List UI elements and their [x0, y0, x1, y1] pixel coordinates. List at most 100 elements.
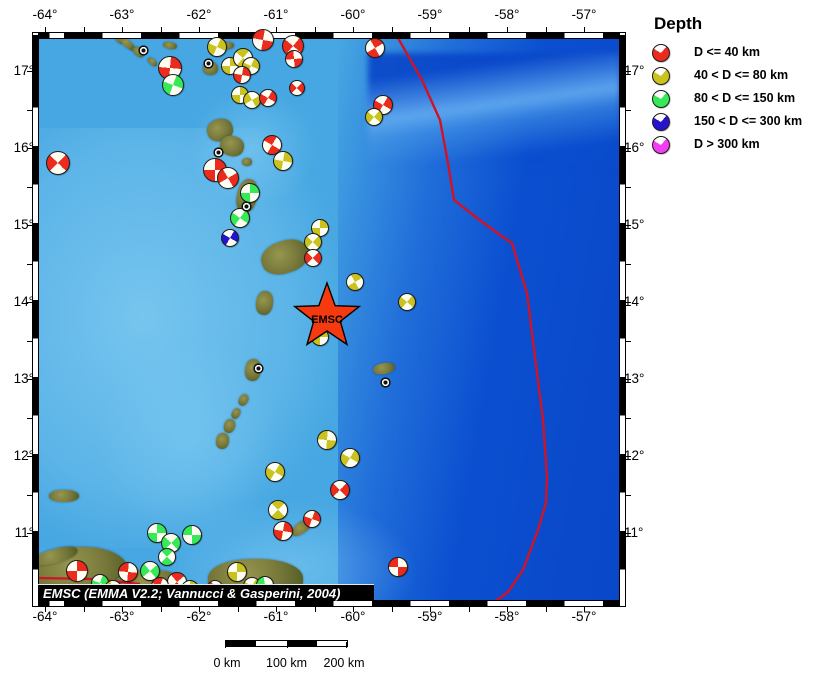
- frame-tick: [626, 225, 631, 226]
- frame-tick: [276, 607, 277, 612]
- ocean-light-west: [38, 128, 338, 548]
- frame-tick: [27, 225, 32, 226]
- frame-tick: [27, 494, 32, 496]
- attribution-badge: EMSC (EMMA V2.2; Vannucci & Gasperini, 2…: [38, 584, 374, 601]
- scale-tick: [286, 642, 288, 648]
- axis-label-top: -64°: [32, 7, 58, 22]
- frame-tick: [27, 456, 32, 457]
- frame-tick: [430, 607, 431, 612]
- frame-tick: [626, 533, 631, 534]
- frame-tick: [626, 186, 631, 188]
- legend-item: D > 300 km: [648, 134, 760, 157]
- frame-tick: [27, 302, 32, 303]
- scale-tick: [225, 642, 226, 648]
- frame-tick: [468, 27, 470, 32]
- axis-label-bottom: -60°: [340, 609, 366, 624]
- axis-label-top: -61°: [263, 7, 289, 22]
- legend-beachball-icon: [652, 136, 670, 154]
- scale-tick: [346, 642, 347, 648]
- legend-beachball-icon: [652, 113, 670, 131]
- frame-tick: [237, 607, 239, 612]
- frame-tick: [626, 494, 631, 496]
- frame-tick: [391, 607, 393, 612]
- frame-tick: [122, 607, 123, 612]
- map-canvas: [38, 38, 620, 601]
- axis-label-right: 15°: [624, 217, 645, 232]
- axis-label-bottom: -57°: [571, 609, 597, 624]
- axis-label-bottom: -61°: [263, 609, 289, 624]
- scale-label: 200 km: [323, 656, 365, 670]
- frame-tick: [27, 148, 32, 149]
- frame-tick: [507, 27, 508, 32]
- frame-tick: [626, 302, 631, 303]
- depth-legend: Depth D <= 40 km 40 < D <= 80 km 80 < D <=…: [648, 14, 802, 157]
- legend-item-label: D <= 40 km: [694, 45, 761, 59]
- axis-label-right: 11°: [624, 525, 644, 540]
- legend-item: 150 < D <= 300 km: [648, 111, 802, 134]
- axis-label-bottom: -63°: [109, 609, 135, 624]
- frame-tick: [45, 27, 46, 32]
- legend-items: D <= 40 km 40 < D <= 80 km 80 < D <= 150 k…: [648, 42, 802, 157]
- island: [242, 158, 252, 166]
- axis-label-right: 17°: [624, 63, 645, 78]
- frame-tick: [27, 186, 32, 188]
- frame-tick: [626, 263, 631, 265]
- scale-label: 100 km: [266, 656, 307, 670]
- axis-label-left: 12°: [13, 448, 34, 463]
- legend-item-label: D > 300 km: [694, 137, 760, 151]
- axis-label-right: 13°: [624, 371, 645, 386]
- frame-tick: [626, 379, 631, 380]
- ocean-abyssal-band: [368, 53, 620, 168]
- axis-label-top: -58°: [494, 7, 520, 22]
- axis-label-left: 11°: [14, 525, 34, 540]
- map-scale-bar: 0 km 100 km 200 km: [213, 640, 365, 670]
- island: [49, 490, 79, 502]
- frame-tick: [468, 607, 470, 612]
- frame-tick: [626, 148, 631, 149]
- axis-label-top: -60°: [340, 7, 366, 22]
- frame-tick: [45, 607, 46, 612]
- frame-tick: [199, 27, 200, 32]
- legend-item-label: 150 < D <= 300 km: [694, 114, 803, 128]
- frame-tick: [199, 607, 200, 612]
- frame-tick: [626, 71, 631, 72]
- axis-label-top: -57°: [571, 7, 597, 22]
- frame-tick: [27, 379, 32, 380]
- map-frame-top: [32, 32, 626, 39]
- island: [222, 41, 234, 49]
- frame-tick: [27, 109, 32, 111]
- frame-tick: [353, 607, 354, 612]
- scale-label: 0 km: [213, 656, 241, 670]
- frame-tick: [27, 417, 32, 419]
- legend-item: 80 < D <= 150 km: [648, 88, 795, 111]
- axis-label-bottom: -59°: [417, 609, 443, 624]
- frame-tick: [430, 27, 431, 32]
- frame-tick: [545, 607, 547, 612]
- legend-item: 40 < D <= 80 km: [648, 65, 788, 88]
- legend-beachball-icon: [652, 67, 670, 85]
- axis-label-left: 17°: [13, 63, 34, 78]
- axis-label-left: 16°: [13, 140, 34, 155]
- legend-item-label: 40 < D <= 80 km: [694, 68, 789, 82]
- frame-tick: [27, 71, 32, 72]
- map-frame-left: [32, 32, 39, 607]
- frame-tick: [626, 456, 631, 457]
- frame-tick: [626, 417, 631, 419]
- axis-label-top: -63°: [109, 7, 135, 22]
- scale-segment: [226, 641, 257, 646]
- frame-tick: [160, 27, 162, 32]
- frame-tick: [237, 27, 239, 32]
- frame-tick: [27, 533, 32, 534]
- axis-label-right: 14°: [624, 294, 645, 309]
- frame-tick: [314, 607, 316, 612]
- frame-tick: [545, 27, 547, 32]
- legend-title: Depth: [654, 14, 703, 33]
- axis-label-top: -62°: [186, 7, 212, 22]
- scale-segment: [256, 641, 287, 646]
- axis-label-right: 12°: [624, 448, 645, 463]
- frame-tick: [626, 340, 631, 342]
- legend-beachball-icon: [652, 90, 670, 108]
- frame-tick: [314, 27, 316, 32]
- scale-segment: [286, 641, 317, 646]
